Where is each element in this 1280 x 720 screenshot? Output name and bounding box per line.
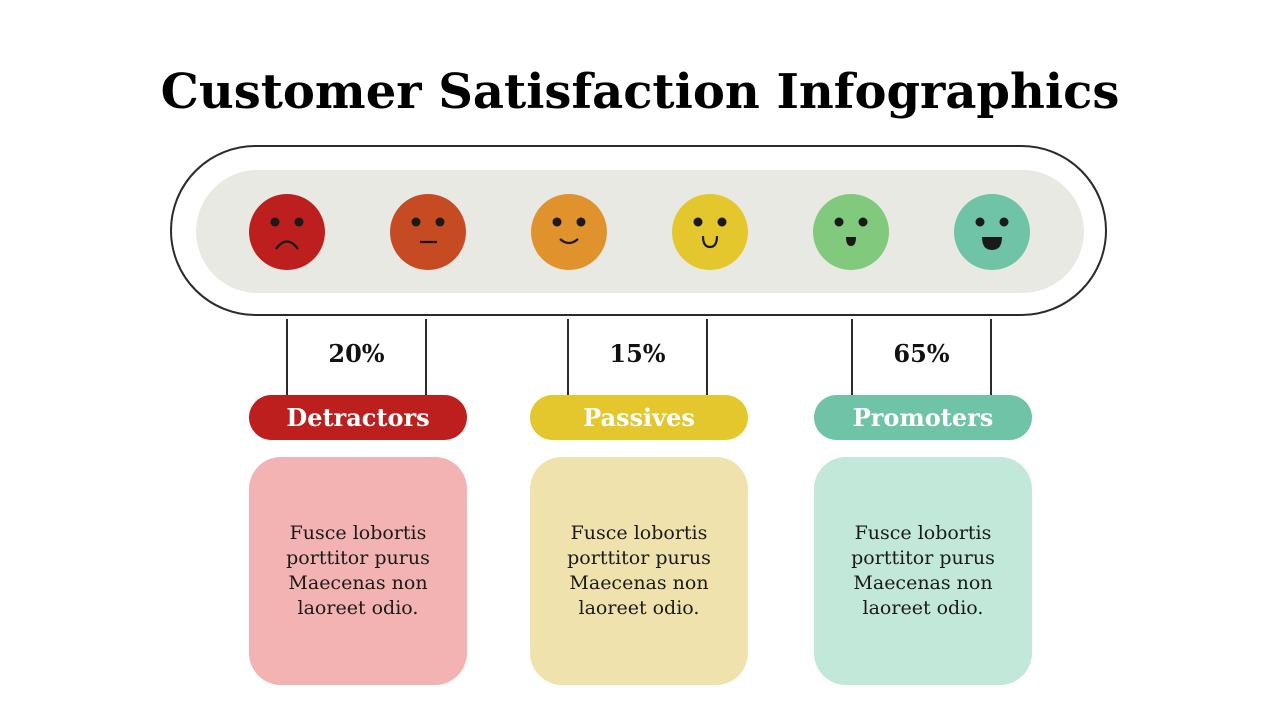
promoters-label: Promoters [814,395,1032,440]
detractors-description: Fusce lobortis porttitor purus Maecenas … [286,522,430,619]
detractors-connector [286,319,427,395]
sad-face-icon [390,194,466,270]
detractors-percent: 20% [328,339,385,368]
satisfaction-scale-track [196,170,1084,293]
very-happy-face-icon [954,194,1030,270]
neutral-smile-face-icon [531,194,607,270]
detractors-label: Detractors [249,395,467,440]
happy-face-icon [813,194,889,270]
promoters-card: Fusce lobortis porttitor purus Maecenas … [814,457,1032,685]
passives-card: Fusce lobortis porttitor purus Maecenas … [530,457,748,685]
passives-percent: 15% [609,339,666,368]
passives-connector [567,319,708,395]
promoters-description: Fusce lobortis porttitor purus Maecenas … [851,522,995,619]
smile-face-icon [672,194,748,270]
promoters-percent: 65% [893,339,950,368]
passives-label: Passives [530,395,748,440]
very-sad-face-icon [249,194,325,270]
promoters-connector [851,319,992,395]
detractors-card: Fusce lobortis porttitor purus Maecenas … [249,457,467,685]
passives-description: Fusce lobortis porttitor purus Maecenas … [567,522,711,619]
page-title: Customer Satisfaction Infographics [160,64,1120,120]
